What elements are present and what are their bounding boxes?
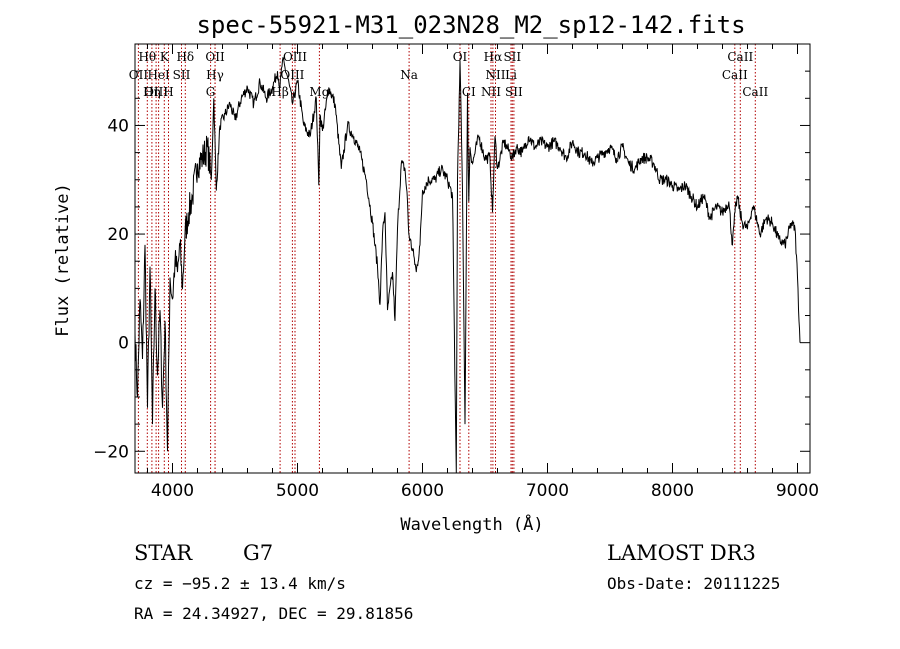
- line-label-5: OI: [453, 50, 468, 64]
- line-label-26: SII: [505, 85, 523, 99]
- y-tick-label: 20: [107, 225, 129, 245]
- line-label-13: OIII: [280, 68, 304, 82]
- line-label-1: K: [160, 50, 170, 64]
- line-label-23: Mg: [309, 85, 329, 99]
- redshift-text: cz = −95.2 ± 13.4 km/s: [134, 574, 346, 593]
- y-tick-label: 40: [107, 116, 129, 136]
- line-label-16: Li: [505, 68, 517, 82]
- spectrum-line: [135, 56, 801, 473]
- spectrum-series: [135, 56, 801, 473]
- line-label-17: CaII: [722, 68, 748, 82]
- line-label-8: CaII: [727, 50, 753, 64]
- line-label-3: OII: [205, 50, 225, 64]
- line-label-14: Na: [400, 68, 418, 82]
- object-class: STAR: [134, 541, 193, 565]
- line-label-12: Hγ: [206, 68, 224, 82]
- x-tick-label: 5000: [276, 481, 319, 501]
- y-axis-label: Flux (relative): [53, 183, 73, 337]
- line-label-11: SII: [173, 68, 191, 82]
- line-label-9: OII: [129, 68, 149, 82]
- x-tick-label: 9000: [776, 481, 819, 501]
- line-label-10: HeI: [147, 68, 170, 82]
- line-label-27: CaII: [742, 85, 768, 99]
- x-tick-label: 6000: [401, 481, 444, 501]
- plot-frame: [134, 43, 811, 474]
- line-label-25: NII: [481, 85, 501, 99]
- spectral-subclass: G7: [243, 541, 273, 565]
- y-tick-label: −20: [93, 442, 129, 462]
- line-label-18: OIII: [144, 85, 168, 99]
- line-label-21: G: [206, 85, 216, 99]
- survey-name: LAMOST DR3: [607, 541, 756, 565]
- line-label-24: CI: [462, 85, 476, 99]
- coordinates-text: RA = 24.34927, DEC = 29.81856: [134, 604, 413, 623]
- x-tick-label: 8000: [651, 481, 694, 501]
- line-label-2: Hδ: [176, 50, 194, 64]
- y-tick-label: 0: [118, 334, 129, 354]
- x-tick-label: 7000: [526, 481, 569, 501]
- info-panel: STAR G7 cz = −95.2 ± 13.4 km/s RA = 24.3…: [134, 541, 780, 623]
- line-label-4: OIII: [283, 50, 307, 64]
- axis-ticks: 4000 5000 6000 7000 8000 9000 −20 0 20 40: [93, 44, 819, 501]
- line-label-22: Hβ: [271, 85, 288, 99]
- line-label-7: SII: [503, 50, 521, 64]
- line-label-6: Hα: [484, 50, 503, 64]
- line-label-0: Hθ: [138, 50, 156, 64]
- line-label-20: H: [163, 85, 173, 99]
- plot-area: 4000 5000 6000 7000 8000 9000 −20 0 20 40 Hθ K Hδ OI…: [93, 43, 819, 501]
- chart-title: spec-55921-M31_023N28_M2_sp12-142.fits: [196, 11, 745, 39]
- line-label-19: Hη: [143, 85, 161, 99]
- x-tick-label: 4000: [151, 481, 194, 501]
- line-label-15: NII: [486, 68, 506, 82]
- x-axis-label: Wavelength (Å): [400, 513, 543, 535]
- spectral-line-markers: [137, 44, 756, 473]
- observation-date: Obs-Date: 20111225: [607, 574, 780, 593]
